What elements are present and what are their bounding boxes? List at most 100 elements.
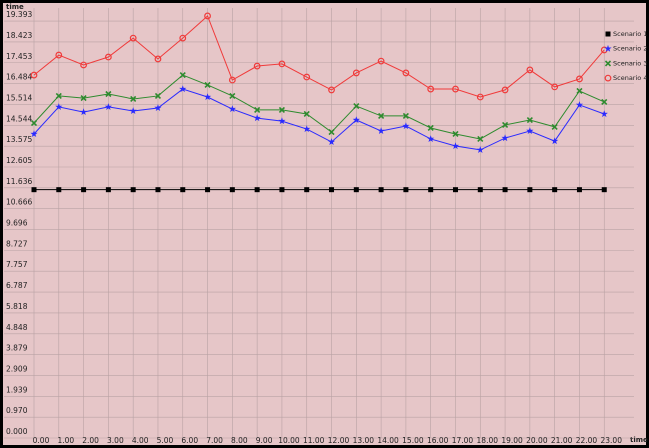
legend-label: Scenario 3: [613, 59, 647, 67]
marker: [452, 130, 459, 138]
marker: [155, 187, 161, 193]
marker: [180, 187, 186, 193]
legend: Scenario 1 Scenario 2 Scenario 3 Scenario 4: [604, 30, 647, 82]
marker: [228, 105, 236, 113]
y-tick-label: 17.453: [6, 52, 32, 61]
marker: [303, 110, 310, 118]
x-tick-label: 14.00: [377, 436, 399, 445]
marker: [229, 187, 235, 193]
y-tick-label: 12.605: [6, 156, 32, 165]
x-tick-label: 3.00: [107, 436, 124, 445]
x-axis-label: time: [630, 436, 648, 444]
marker: [452, 187, 458, 193]
marker: [79, 108, 88, 116]
marker: [253, 114, 261, 122]
y-tick-label: 11.636: [6, 177, 32, 186]
marker: [55, 51, 63, 59]
marker: [154, 55, 162, 63]
marker: [352, 116, 360, 124]
marker: [80, 95, 87, 102]
y-tick-label: 5.818: [6, 302, 28, 311]
x-tick-label: 0.00: [33, 436, 50, 445]
y-tick-label: 18.423: [6, 31, 32, 40]
marker: [476, 146, 484, 153]
marker: [129, 107, 137, 115]
marker: [552, 187, 558, 193]
marker: [30, 130, 38, 138]
x-tick-label: 15.00: [402, 436, 424, 445]
marker: [205, 187, 211, 193]
marker: [279, 187, 285, 193]
marker: [105, 90, 112, 98]
x-tick-label: 6.00: [181, 436, 198, 445]
legend-label: Scenario 2: [613, 45, 647, 53]
series-line: [33, 88, 605, 151]
x-tick-label: 8.00: [231, 436, 248, 445]
marker: [601, 98, 608, 106]
x-tick-label: 19.00: [501, 436, 523, 445]
marker: [203, 93, 212, 101]
marker: [304, 187, 310, 193]
marker: [204, 81, 211, 89]
x-tick-label: 2.00: [82, 436, 99, 445]
marker: [328, 128, 335, 136]
marker: [254, 106, 261, 113]
y-tick-label: 8.727: [6, 239, 28, 248]
marker: [154, 92, 162, 100]
legend-marker: [604, 74, 612, 82]
y-tick-label: 7.757: [6, 260, 28, 269]
marker: [575, 101, 584, 109]
marker: [551, 123, 558, 130]
marker: [551, 83, 559, 91]
marker: [278, 60, 286, 68]
marker: [254, 187, 260, 193]
marker: [452, 85, 459, 93]
marker: [377, 127, 385, 135]
marker: [526, 66, 534, 74]
marker: [601, 187, 607, 193]
legend-label: Scenario 4: [613, 74, 647, 82]
x-tick-label: 1.00: [57, 436, 74, 445]
x-tick-label: 17.00: [452, 436, 474, 445]
marker: [129, 34, 137, 42]
marker: [576, 187, 582, 193]
marker: [353, 102, 360, 110]
marker: [502, 187, 508, 193]
marker: [428, 187, 434, 193]
y-tick-label: 1.939: [6, 385, 28, 394]
marker: [377, 57, 385, 65]
marker: [278, 106, 285, 113]
y-axis-label: time: [6, 3, 24, 11]
marker: [229, 92, 236, 100]
x-tick-label: 22.00: [576, 436, 598, 445]
marker: [600, 110, 608, 118]
marker: [502, 121, 509, 129]
series-line: [33, 15, 605, 98]
marker: [204, 12, 211, 20]
marker: [402, 69, 410, 77]
marker: [378, 187, 384, 193]
y-tick-label: 2.909: [6, 364, 28, 373]
marker: [402, 122, 410, 130]
marker: [327, 138, 336, 146]
marker: [228, 76, 236, 84]
x-tick-label: 23.00: [601, 436, 623, 445]
legend-marker: [604, 44, 612, 52]
y-tick-label: 10.666: [6, 198, 32, 207]
marker: [477, 135, 484, 143]
marker: [329, 187, 335, 193]
y-tick-label: 16.484: [6, 73, 32, 82]
marker: [303, 73, 311, 81]
x-tick-label: 5.00: [157, 436, 174, 445]
marker: [526, 116, 533, 124]
x-tick-label: 9.00: [256, 436, 273, 445]
y-tick-label: 3.879: [6, 344, 28, 353]
marker: [278, 117, 286, 125]
marker: [105, 187, 111, 193]
x-tick-label: 18.00: [477, 436, 499, 445]
marker: [104, 53, 112, 61]
marker: [30, 119, 38, 127]
marker: [56, 187, 62, 193]
x-tick-label: 13.00: [353, 436, 375, 445]
